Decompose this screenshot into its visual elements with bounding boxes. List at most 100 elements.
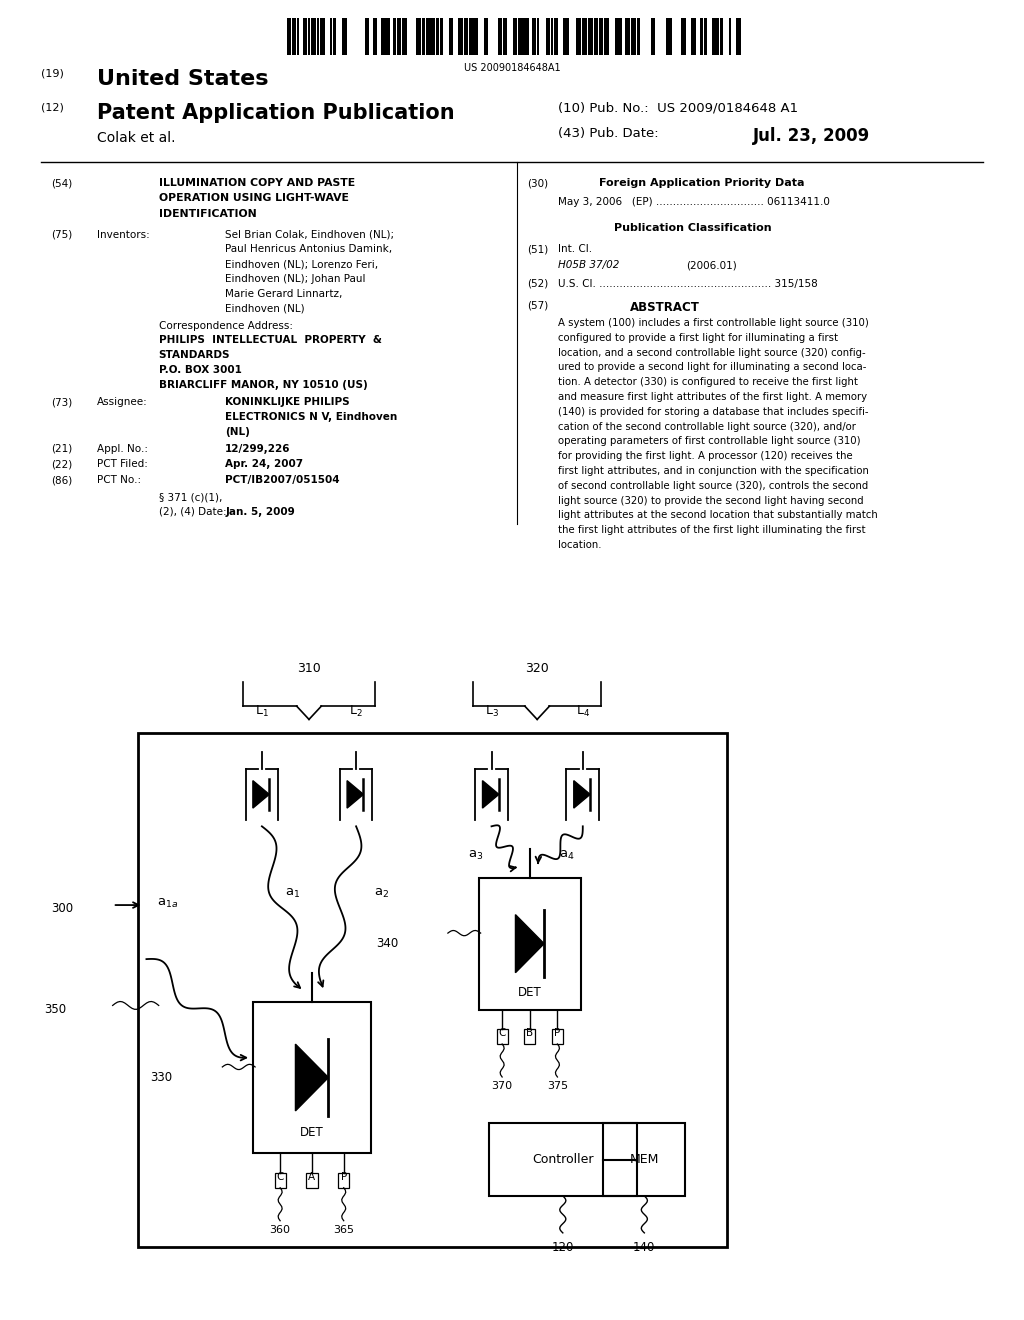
Text: (22): (22) [51, 459, 73, 470]
Bar [426, 18, 429, 55]
Text: of second controllable light source (320), controls the second: of second controllable light source (320… [558, 480, 868, 491]
Bar [138, 733, 727, 1247]
Text: BRIARCLIFF MANOR, NY 10510 (US): BRIARCLIFF MANOR, NY 10510 (US) [159, 380, 368, 389]
Text: Apr. 24, 2007: Apr. 24, 2007 [225, 459, 303, 470]
Text: a$_{1a}$: a$_{1a}$ [157, 898, 178, 911]
Bar [393, 18, 396, 55]
Text: May 3, 2006   (EP) ................................ 06113411.0: May 3, 2006 (EP) .......................… [558, 197, 830, 207]
Bar [713, 18, 715, 55]
Bar [308, 18, 310, 55]
Bar [422, 18, 425, 55]
Text: (19): (19) [41, 69, 63, 79]
Text: (21): (21) [51, 444, 73, 454]
Text: and measure first light attributes of the first light. A memory: and measure first light attributes of th… [558, 392, 867, 403]
Text: PCT No.:: PCT No.: [97, 475, 141, 486]
Bar [729, 18, 731, 55]
Bar [691, 18, 696, 55]
Text: ABSTRACT: ABSTRACT [630, 301, 699, 314]
Polygon shape [515, 915, 544, 973]
Text: § 371 (c)(1),: § 371 (c)(1), [159, 492, 222, 503]
Text: A: A [308, 1172, 315, 1181]
Text: (12): (12) [41, 103, 63, 114]
Text: P: P [554, 1028, 560, 1038]
Text: U.S. Cl. ................................................... 315/158: U.S. Cl. ...............................… [558, 279, 818, 289]
Text: (73): (73) [51, 397, 73, 408]
Text: PHILIPS  INTELLECTUAL  PROPERTY  &: PHILIPS INTELLECTUAL PROPERTY & [159, 335, 382, 346]
Bar [319, 18, 325, 55]
Bar [667, 18, 672, 55]
Bar [552, 1030, 563, 1044]
Text: H05B 37/02: H05B 37/02 [558, 260, 620, 271]
Bar [720, 18, 723, 55]
Bar [497, 1030, 508, 1044]
Bar [532, 18, 537, 55]
Text: PCT/IB2007/051504: PCT/IB2007/051504 [225, 475, 340, 486]
Bar [594, 18, 598, 55]
Text: (57): (57) [527, 301, 549, 312]
Text: 360: 360 [269, 1225, 291, 1234]
Polygon shape [347, 780, 364, 808]
Polygon shape [296, 1044, 329, 1111]
Bar [338, 1173, 349, 1188]
Text: (2), (4) Date:: (2), (4) Date: [159, 507, 226, 517]
Text: P: P [341, 1172, 347, 1181]
Bar [603, 1123, 685, 1196]
Bar [330, 18, 332, 55]
Text: 300: 300 [51, 903, 74, 916]
Bar [637, 18, 640, 55]
Text: L$_3$: L$_3$ [484, 705, 499, 719]
Text: Int. Cl.: Int. Cl. [558, 244, 592, 255]
Bar [614, 18, 617, 55]
Text: Sel Brian Colak, Eindhoven (NL);: Sel Brian Colak, Eindhoven (NL); [225, 230, 394, 240]
Bar [599, 18, 603, 55]
Text: Paul Henricus Antonius Damink,: Paul Henricus Antonius Damink, [225, 244, 392, 255]
Bar [699, 18, 702, 55]
Text: location.: location. [558, 540, 601, 550]
Text: (2006.01): (2006.01) [686, 260, 737, 271]
Bar [588, 18, 593, 55]
Bar [604, 18, 609, 55]
Text: Publication Classification: Publication Classification [614, 223, 772, 234]
Text: United States: United States [97, 69, 268, 88]
Bar [306, 1173, 317, 1188]
Bar [436, 18, 439, 55]
Bar [397, 18, 401, 55]
Bar [386, 18, 389, 55]
Text: L$_4$: L$_4$ [575, 705, 590, 719]
Text: Colak et al.: Colak et al. [97, 131, 176, 145]
Text: KONINKLIJKE PHILIPS: KONINKLIJKE PHILIPS [225, 397, 350, 408]
Text: 12/299,226: 12/299,226 [225, 444, 291, 454]
Text: Appl. No.:: Appl. No.: [97, 444, 148, 454]
Text: a$_2$: a$_2$ [374, 887, 389, 900]
Text: a$_1$: a$_1$ [286, 887, 301, 900]
Text: (86): (86) [51, 475, 73, 486]
Text: cation of the second controllable light source (320), and/or: cation of the second controllable light … [558, 421, 856, 432]
Bar [631, 18, 636, 55]
Bar [488, 1123, 637, 1196]
Text: Eindhoven (NL): Eindhoven (NL) [225, 304, 305, 314]
Text: PCT Filed:: PCT Filed: [97, 459, 148, 470]
Bar [562, 18, 565, 55]
Text: operating parameters of first controllable light source (310): operating parameters of first controllab… [558, 437, 861, 446]
Text: IDENTIFICATION: IDENTIFICATION [159, 209, 256, 219]
Text: Correspondence Address:: Correspondence Address: [159, 321, 293, 331]
Text: light attributes at the second location that substantially match: light attributes at the second location … [558, 511, 878, 520]
Text: 375: 375 [547, 1081, 568, 1090]
Text: L$_1$: L$_1$ [255, 705, 268, 719]
Bar [681, 18, 686, 55]
Bar [342, 18, 346, 55]
Bar [274, 1173, 286, 1188]
Bar [469, 18, 472, 55]
Text: for providing the first light. A processor (120) receives the: for providing the first light. A process… [558, 451, 853, 461]
Bar [524, 1030, 536, 1044]
Bar [517, 18, 522, 55]
Text: C: C [499, 1028, 506, 1038]
Bar [429, 18, 431, 55]
Text: (75): (75) [51, 230, 73, 240]
Text: Patent Application Publication: Patent Application Publication [97, 103, 455, 123]
Bar [582, 18, 587, 55]
Text: Foreign Application Priority Data: Foreign Application Priority Data [599, 178, 805, 189]
Text: A system (100) includes a first controllable light source (310): A system (100) includes a first controll… [558, 318, 869, 329]
Bar [253, 1002, 371, 1154]
Bar [303, 18, 307, 55]
